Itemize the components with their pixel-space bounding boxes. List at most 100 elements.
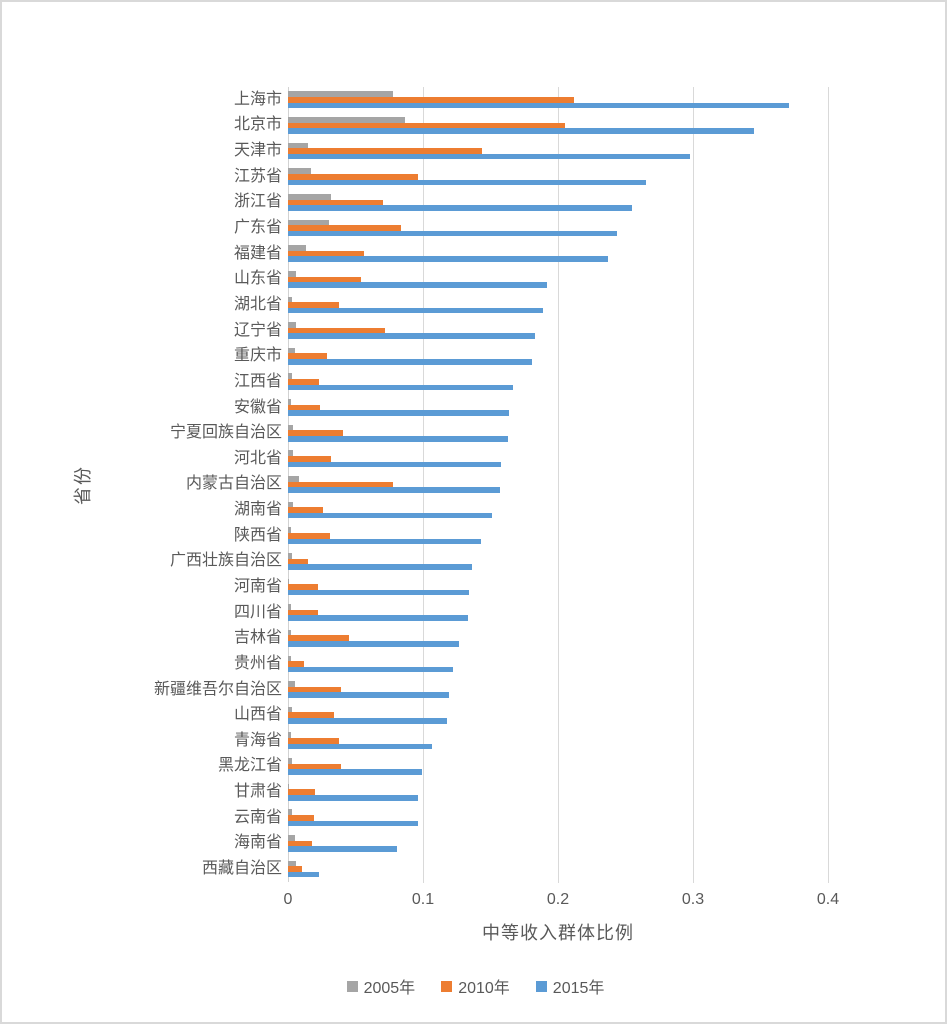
bar-2015 (288, 410, 510, 416)
bar-2015 (288, 333, 536, 339)
bar-2010 (288, 789, 315, 795)
bar-group (288, 164, 828, 190)
bar-2015 (288, 384, 514, 391)
category-row: 湖北省 (2, 292, 945, 318)
category-label: 河北省 (233, 449, 282, 467)
category-row: 西藏自治区 (2, 856, 945, 882)
legend-swatch (441, 980, 453, 992)
category-row: 青海省 (2, 728, 945, 754)
category-row: 上海市 (2, 87, 945, 113)
legend-item-2005: 2005年 (346, 974, 415, 998)
category-label: 北京市 (233, 116, 282, 134)
category-label: 陕西省 (233, 526, 282, 544)
bar-2010 (288, 97, 575, 103)
bar-2005 (288, 270, 297, 277)
bar-group (288, 215, 828, 241)
bar-group (288, 241, 828, 267)
bar-2015 (288, 820, 418, 827)
category-label: 四川省 (233, 603, 282, 621)
category-row: 河北省 (2, 446, 945, 472)
bar-group (288, 395, 828, 421)
gridline (558, 87, 559, 883)
bar-2010 (288, 379, 320, 385)
category-label: 青海省 (233, 731, 282, 749)
bar-2005 (288, 629, 291, 636)
category-label: 浙江省 (233, 193, 282, 211)
category-row: 天津市 (2, 138, 945, 164)
bar-2010 (288, 404, 321, 411)
bar-2005 (288, 655, 291, 662)
bar-2015 (288, 359, 533, 365)
y-axis-title: 省份 (73, 465, 93, 505)
bar-2010 (288, 840, 313, 847)
category-row: 浙江省 (2, 190, 945, 216)
category-row: 广东省 (2, 215, 945, 241)
bar-2005 (288, 758, 293, 764)
bar-2015 (288, 846, 398, 852)
category-label: 宁夏回族自治区 (169, 424, 282, 442)
category-label: 天津市 (233, 142, 282, 160)
x-tick-label: 0.1 (411, 891, 435, 908)
bar-2005 (288, 142, 309, 149)
category-label: 辽宁省 (233, 321, 282, 339)
bar-2015 (288, 615, 468, 622)
x-axis-ticks: 0 0.1 0.2 0.3 0.4 (284, 891, 840, 911)
bar-2010 (288, 481, 394, 488)
bar-2015 (288, 128, 754, 134)
category-row: 北京市 (2, 113, 945, 139)
bar-2005 (288, 399, 291, 405)
bar-2005 (288, 91, 394, 98)
bar-2010 (288, 122, 565, 129)
bar-group (288, 702, 828, 728)
bar-group (288, 856, 828, 882)
bar-2010 (288, 250, 364, 257)
category-label: 安徽省 (233, 398, 282, 416)
bar-2010 (288, 738, 340, 744)
x-axis-title: 中等收入群体比例 (482, 923, 634, 943)
bar-2005 (288, 476, 299, 482)
bar-rows: 上海市 北京市 天津市 江苏省 浙江省 广东省 福建省 山东省 湖北省 辽宁省 重庆市 江西省 安徽省宁… (2, 87, 945, 882)
bar-2005 (288, 245, 306, 251)
bar-2005 (288, 322, 297, 328)
bar-group (288, 625, 828, 651)
bar-2015 (288, 512, 492, 519)
bar-group (288, 497, 828, 523)
bar-2010 (288, 353, 328, 360)
bar-group (288, 190, 828, 216)
category-row: 江西省 (2, 369, 945, 395)
bar-2005 (288, 681, 295, 687)
bar-2015 (288, 666, 453, 673)
bar-2005 (288, 373, 293, 380)
bar-2005 (288, 296, 293, 303)
bar-2010 (288, 302, 340, 308)
category-label: 湖南省 (233, 501, 282, 519)
bar-2015 (288, 435, 509, 442)
category-row: 山西省 (2, 702, 945, 728)
bar-2010 (288, 712, 334, 718)
x-tick-label: 0 (283, 891, 293, 908)
bar-group (288, 369, 828, 395)
category-label: 内蒙古自治区 (185, 475, 282, 493)
legend-swatch (535, 980, 547, 992)
bar-group (288, 600, 828, 626)
bar-2010 (288, 866, 302, 872)
bar-2015 (288, 589, 469, 596)
bar-2015 (288, 743, 433, 750)
bar-2015 (288, 102, 789, 109)
bar-2010 (288, 148, 483, 154)
bar-2005 (288, 193, 332, 200)
bar-2005 (288, 347, 295, 354)
category-row: 宁夏回族自治区 (2, 420, 945, 446)
gridline (693, 87, 694, 883)
category-row: 辽宁省 (2, 318, 945, 344)
bar-2005 (288, 783, 290, 790)
category-row: 贵州省 (2, 651, 945, 677)
category-label: 江苏省 (233, 167, 282, 185)
category-row: 河南省 (2, 574, 945, 600)
category-label: 江西省 (233, 372, 282, 390)
category-row: 福建省 (2, 241, 945, 267)
category-label: 海南省 (233, 834, 282, 852)
bar-group (288, 805, 828, 831)
bar-2010 (288, 327, 386, 334)
